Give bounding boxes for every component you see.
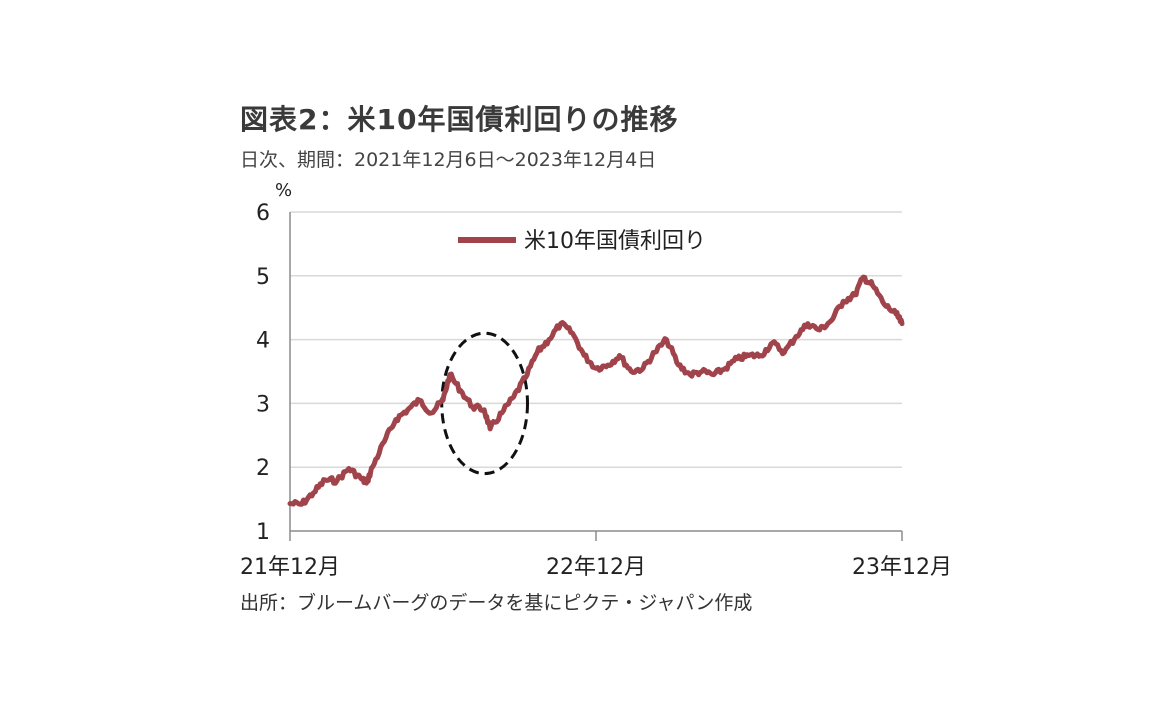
gridlines bbox=[290, 211, 902, 468]
x-tick-label-1: 22年12月 bbox=[546, 555, 646, 580]
y-tick-label-5: 5 bbox=[256, 265, 270, 290]
y-tick-label-2: 2 bbox=[256, 456, 270, 481]
tick-labels: 1 2 3 4 5 6% 21年12月 22年12月 23年12月 bbox=[240, 180, 952, 580]
y-unit-label: % bbox=[275, 180, 292, 201]
axes bbox=[289, 212, 903, 541]
y-tick-label-6: 6 bbox=[256, 201, 270, 226]
y-tick-label-4: 4 bbox=[256, 329, 270, 354]
y-tick-label-1: 1 bbox=[256, 520, 270, 545]
chart-subtitle: 日次、期間：2021年12月6日～2023年12月4日 bbox=[240, 149, 657, 171]
legend: 米10年国債利回り bbox=[458, 229, 706, 254]
series-group bbox=[287, 274, 905, 507]
x-tick-label-0: 21年12月 bbox=[240, 555, 340, 580]
chart-title: 図表2：米10年国債利回りの推移 bbox=[240, 103, 679, 136]
legend-label: 米10年国債利回り bbox=[524, 229, 706, 254]
source-note: 出所：ブルームバーグのデータを基にピクテ・ジャパン作成 bbox=[240, 592, 753, 614]
y-tick-label-3: 3 bbox=[256, 392, 270, 417]
x-tick-label-2: 23年12月 bbox=[852, 555, 952, 580]
series-line-0 bbox=[287, 274, 905, 507]
